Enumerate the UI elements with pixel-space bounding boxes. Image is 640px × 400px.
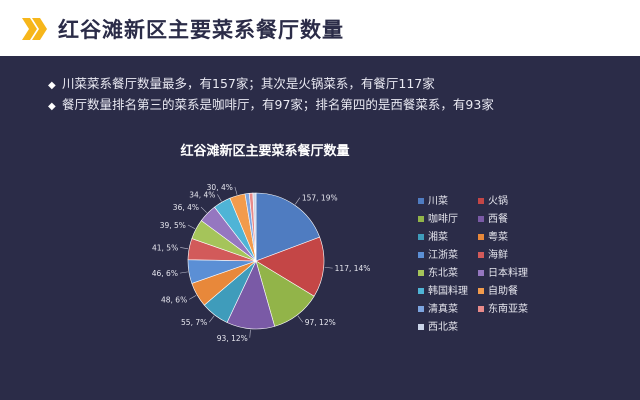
data-label: 36, 4% xyxy=(173,203,199,212)
legend-item: 川菜 xyxy=(418,192,448,207)
data-label: 34, 4% xyxy=(189,190,215,199)
pie-slice xyxy=(255,236,325,297)
legend-swatch xyxy=(478,306,484,312)
legend-item: 咖啡厅 xyxy=(418,210,458,225)
leader-line xyxy=(187,224,196,230)
data-label: 41, 5% xyxy=(152,243,178,252)
legend-item: 粤菜 xyxy=(478,228,508,243)
leader-line xyxy=(180,247,189,250)
legend-label: 火锅 xyxy=(488,196,508,207)
pie-slice xyxy=(252,192,257,262)
legend-label: 东南亚菜 xyxy=(488,304,528,315)
leader-line xyxy=(234,186,238,195)
page-title: 红谷滩新区主要菜系餐厅数量 xyxy=(58,18,344,42)
legend-item: 韩国料理 xyxy=(418,282,468,297)
legend-item: 西北菜 xyxy=(418,318,458,333)
legend-swatch xyxy=(418,216,424,222)
bullet-item: ◆ 川菜菜系餐厅数量最多，有157家；其次是火锅菜系，有餐厅117家 xyxy=(48,73,494,94)
legend-label: 海鲜 xyxy=(488,250,508,261)
summary-bullets: ◆ 川菜菜系餐厅数量最多，有157家；其次是火锅菜系，有餐厅117家 ◆ 餐厅数量排… xyxy=(48,73,494,115)
leader-line xyxy=(189,295,197,300)
legend-item: 清真菜 xyxy=(418,300,458,315)
pie-slice xyxy=(255,192,321,262)
legend-swatch xyxy=(418,198,424,204)
legend-label: 清真菜 xyxy=(428,304,458,315)
legend-swatch xyxy=(478,234,484,240)
diamond-bullet-icon: ◆ xyxy=(48,80,56,91)
legend-label: 川菜 xyxy=(428,196,448,207)
leader-line xyxy=(295,197,301,205)
bullet-item: ◆ 餐厅数量排名第三的菜系是咖啡厅，有97家；排名第四的是西餐菜系，有93家 xyxy=(48,94,494,115)
legend-label: 东北菜 xyxy=(428,268,458,279)
legend-item: 江浙菜 xyxy=(418,246,458,261)
data-label: 55, 7% xyxy=(181,318,207,327)
legend-item: 自助餐 xyxy=(478,282,518,297)
legend-swatch xyxy=(478,288,484,294)
leader-line xyxy=(249,329,251,338)
leader-line xyxy=(324,267,333,269)
legend-item: 火锅 xyxy=(478,192,508,207)
leader-line xyxy=(179,271,188,274)
legend-item: 西餐 xyxy=(478,210,508,225)
legend-swatch xyxy=(478,198,484,204)
data-label: 30, 4% xyxy=(207,183,233,192)
legend-item: 东北菜 xyxy=(418,264,458,279)
bullet-text: 川菜菜系餐厅数量最多，有157家；其次是火锅菜系，有餐厅117家 xyxy=(62,76,435,91)
chevron-right-icon xyxy=(22,18,47,40)
leader-line xyxy=(217,194,222,202)
bullet-text: 餐厅数量排名第三的菜系是咖啡厅，有97家；排名第四的是西餐菜系，有93家 xyxy=(62,97,494,112)
data-label: 48, 6% xyxy=(161,295,187,304)
legend-swatch xyxy=(418,252,424,258)
legend-label: 西北菜 xyxy=(428,322,458,333)
data-label: 93, 12% xyxy=(217,334,248,343)
leader-line xyxy=(200,206,207,213)
legend-swatch xyxy=(418,288,424,294)
data-label: 97, 12% xyxy=(305,318,336,327)
legend-label: 粤菜 xyxy=(488,232,508,243)
data-label: 39, 5% xyxy=(160,221,186,230)
legend-label: 韩国料理 xyxy=(428,286,468,297)
legend-item: 东南亚菜 xyxy=(478,300,528,315)
legend-item: 海鲜 xyxy=(478,246,508,261)
leader-line xyxy=(297,315,303,323)
header-bar: 红谷滩新区主要菜系餐厅数量 xyxy=(0,0,640,56)
legend-swatch xyxy=(478,270,484,276)
data-label: 46, 6% xyxy=(152,269,178,278)
legend-label: 湘菜 xyxy=(428,232,448,243)
legend-label: 江浙菜 xyxy=(428,250,458,261)
legend-swatch xyxy=(418,234,424,240)
legend-item: 日本料理 xyxy=(478,264,528,279)
legend-swatch xyxy=(418,324,424,330)
legend-label: 日本料理 xyxy=(488,268,528,279)
legend-label: 西餐 xyxy=(488,214,508,225)
leader-line xyxy=(209,315,215,323)
diamond-bullet-icon: ◆ xyxy=(48,101,56,112)
legend-label: 咖啡厅 xyxy=(428,214,458,225)
legend-swatch xyxy=(418,270,424,276)
legend-item: 湘菜 xyxy=(418,228,448,243)
data-label: 157, 19% xyxy=(302,194,338,203)
legend-label: 自助餐 xyxy=(488,286,518,297)
legend-swatch xyxy=(418,306,424,312)
data-label: 117, 14% xyxy=(335,264,371,273)
chart-title: 红谷滩新区主要菜系餐厅数量 xyxy=(180,144,350,159)
legend-swatch xyxy=(478,252,484,258)
legend-swatch xyxy=(478,216,484,222)
